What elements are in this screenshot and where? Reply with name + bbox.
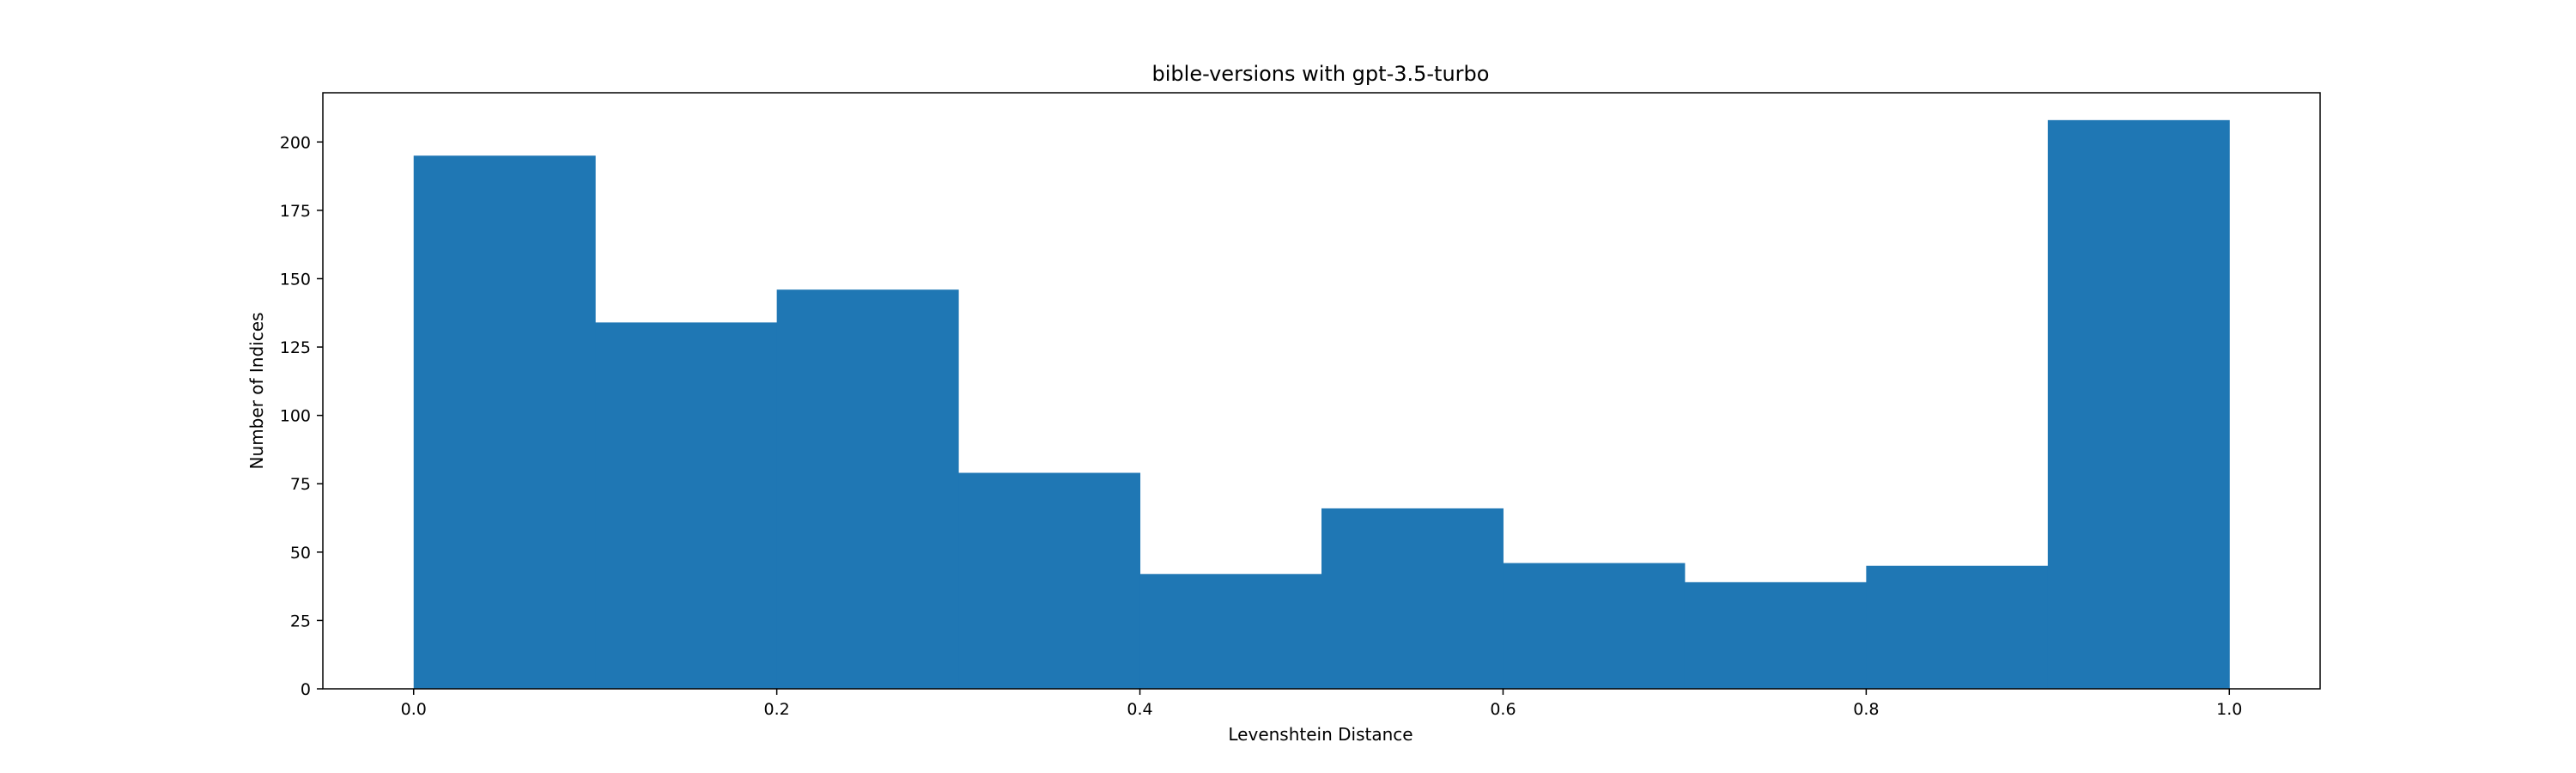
y-tick-label: 100: [280, 407, 311, 426]
x-axis-ticks: 0.0 0.2 0.4 0.6 0.8 1.0: [401, 689, 2242, 719]
histogram-bar-7: [1684, 581, 1867, 689]
y-tick-label: 125: [280, 338, 311, 357]
histogram-bar-3: [958, 472, 1141, 689]
x-tick-label: 0.0: [401, 700, 427, 719]
y-tick-label: 150: [280, 270, 311, 289]
histogram-bar-8: [1866, 565, 2049, 689]
histogram-bar-5: [1321, 508, 1504, 689]
histogram-bar-1: [595, 322, 778, 689]
y-tick-label: 175: [280, 202, 311, 221]
y-tick-label: 0: [301, 680, 311, 699]
plot-frame: [322, 92, 2321, 690]
chart-title: bible-versions with gpt-3.5-turbo: [1152, 62, 1490, 86]
histogram-bar-4: [1139, 574, 1322, 689]
bars-group: [413, 119, 2230, 690]
histogram-bar-9: [2047, 119, 2230, 690]
x-tick-label: 0.4: [1127, 700, 1152, 719]
x-tick-label: 0.8: [1853, 700, 1879, 719]
x-tick-label: 1.0: [2216, 700, 2242, 719]
x-tick-label: 0.2: [764, 700, 790, 719]
y-axis-label: Number of Indices: [246, 313, 267, 470]
x-axis-label: Levenshtein Distance: [1228, 724, 1413, 745]
y-tick-label: 75: [290, 475, 311, 494]
y-tick-label: 50: [290, 544, 311, 563]
x-tick-label: 0.6: [1490, 700, 1516, 719]
histogram-bar-0: [413, 155, 596, 689]
y-tick-label: 25: [290, 612, 311, 630]
y-axis-ticks: 0 25 50 75 100 125 150 175 200: [280, 133, 323, 699]
histogram-bar-6: [1503, 563, 1686, 689]
histogram-bar-2: [776, 289, 959, 689]
y-tick-label: 200: [280, 133, 311, 152]
